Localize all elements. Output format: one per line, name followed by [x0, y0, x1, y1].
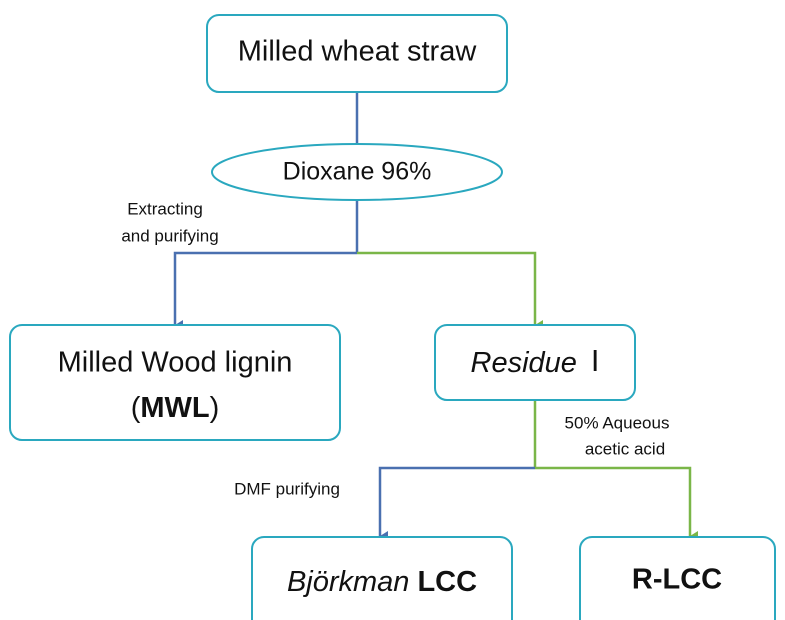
text-part: Ⅰ [591, 346, 600, 378]
text-part: MWL [140, 392, 209, 424]
node-box [9, 324, 341, 441]
arrow [357, 251, 543, 330]
node-box [434, 324, 636, 401]
node-label: Residue Ⅰ [471, 346, 600, 379]
arrow [535, 466, 698, 541]
node-label: R-LCC [632, 564, 722, 596]
text-part: Residue [471, 347, 577, 379]
node-box [251, 536, 513, 620]
text-part: ) [210, 392, 220, 424]
edge-label: Extracting [127, 199, 203, 218]
node-box [206, 14, 508, 93]
arrow [173, 251, 357, 330]
node-label: Milled wheat straw [238, 36, 478, 68]
node-ellipse [211, 143, 503, 201]
text-part: LCC [417, 566, 477, 598]
node-box [579, 536, 776, 620]
edge-label: DMF purifying [234, 479, 340, 498]
edge-label: 50% Aqueous [565, 413, 670, 432]
node-label: (MWL) [131, 392, 220, 424]
node-label: Björkman LCC [287, 566, 477, 598]
node-label: Milled Wood lignin [58, 347, 293, 379]
arrow [378, 466, 535, 541]
text-part: Björkman [287, 566, 410, 598]
edge-label: acetic acid [585, 439, 665, 458]
node-label: Dioxane 96% [283, 158, 432, 186]
text-part: ( [131, 392, 141, 424]
edge-label: and purifying [121, 226, 218, 245]
